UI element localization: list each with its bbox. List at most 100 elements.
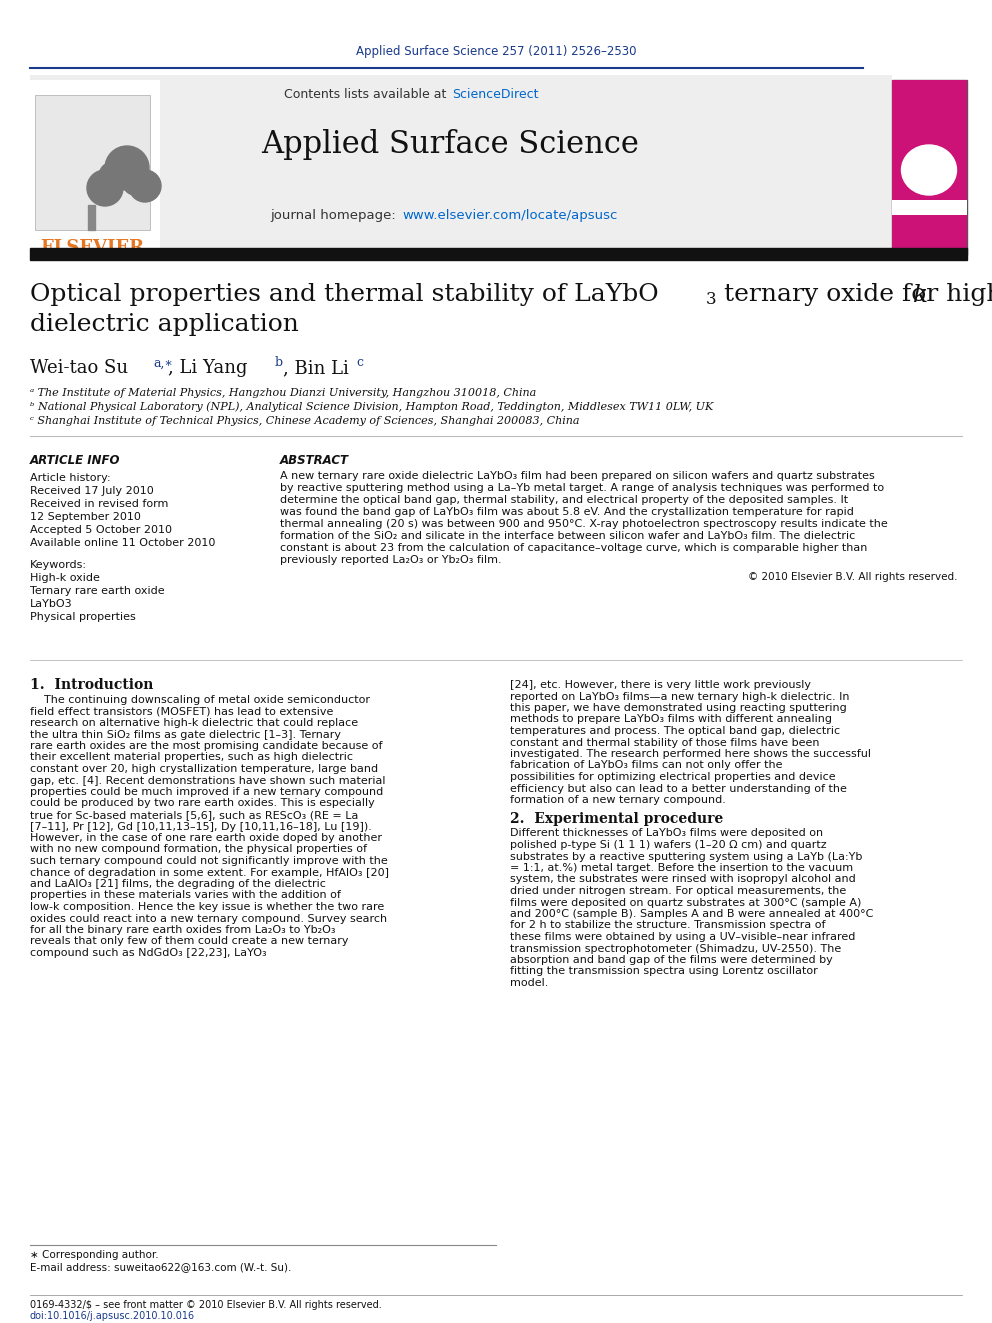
Text: applied: applied bbox=[913, 183, 945, 192]
Text: their excellent material properties, such as high dielectric: their excellent material properties, suc… bbox=[30, 753, 353, 762]
Text: , Bin Li: , Bin Li bbox=[283, 359, 349, 377]
Text: formation of the SiO₂ and silicate in the interface between silicon wafer and La: formation of the SiO₂ and silicate in th… bbox=[280, 531, 855, 541]
Text: Received in revised form: Received in revised form bbox=[30, 499, 169, 509]
Text: reported on LaYbO₃ films—a new ternary high-k dielectric. In: reported on LaYbO₃ films—a new ternary h… bbox=[510, 692, 849, 701]
Bar bbox=[88, 205, 95, 230]
Text: such ternary compound could not significantly improve with the: such ternary compound could not signific… bbox=[30, 856, 388, 867]
Text: The continuing downscaling of metal oxide semiconductor: The continuing downscaling of metal oxid… bbox=[30, 695, 370, 705]
Text: films were deposited on quartz substrates at 300°C (sample A): films were deposited on quartz substrate… bbox=[510, 897, 861, 908]
Text: temperatures and process. The optical band gap, dielectric: temperatures and process. The optical ba… bbox=[510, 726, 840, 736]
Text: journal homepage:: journal homepage: bbox=[270, 209, 400, 221]
Text: [24], etc. However, there is very little work previously: [24], etc. However, there is very little… bbox=[510, 680, 811, 691]
Text: substrates by a reactive sputtering system using a LaYb (La:Yb: substrates by a reactive sputtering syst… bbox=[510, 852, 862, 861]
Text: E-mail address: suweitao622@163.com (W.-t. Su).: E-mail address: suweitao622@163.com (W.-… bbox=[30, 1262, 292, 1271]
Text: Accepted 5 October 2010: Accepted 5 October 2010 bbox=[30, 525, 172, 534]
Text: dielectric application: dielectric application bbox=[30, 314, 299, 336]
Text: constant over 20, high crystallization temperature, large band: constant over 20, high crystallization t… bbox=[30, 763, 378, 774]
Text: Ternary rare earth oxide: Ternary rare earth oxide bbox=[30, 586, 165, 595]
Text: Keywords:: Keywords: bbox=[30, 560, 87, 570]
Text: ScienceDirect: ScienceDirect bbox=[452, 89, 539, 102]
Text: gap, etc. [4]. Recent demonstrations have shown such material: gap, etc. [4]. Recent demonstrations hav… bbox=[30, 775, 386, 786]
Text: [7–11], Pr [12], Gd [10,11,13–15], Dy [10,11,16–18], Lu [19]).: [7–11], Pr [12], Gd [10,11,13–15], Dy [1… bbox=[30, 822, 372, 831]
Ellipse shape bbox=[902, 146, 956, 194]
Text: a,∗: a,∗ bbox=[153, 356, 173, 369]
Text: by reactive sputtering method using a La–Yb metal target. A range of analysis te: by reactive sputtering method using a La… bbox=[280, 483, 884, 493]
Text: polished p-type Si (1 1 1) wafers (1–20 Ω cm) and quartz: polished p-type Si (1 1 1) wafers (1–20 … bbox=[510, 840, 826, 849]
Text: determine the optical band gap, thermal stability, and electrical property of th: determine the optical band gap, thermal … bbox=[280, 495, 848, 505]
Text: was found the band gap of LaYbO₃ film was about 5.8 eV. And the crystallization : was found the band gap of LaYbO₃ film wa… bbox=[280, 507, 854, 517]
Text: transmission spectrophotometer (Shimadzu, UV-2550). The: transmission spectrophotometer (Shimadzu… bbox=[510, 943, 841, 954]
Text: 1.  Introduction: 1. Introduction bbox=[30, 677, 154, 692]
Text: reveals that only few of them could create a new ternary: reveals that only few of them could crea… bbox=[30, 937, 348, 946]
Text: model.: model. bbox=[510, 978, 549, 988]
Text: Different thicknesses of LaYbO₃ films were deposited on: Different thicknesses of LaYbO₃ films we… bbox=[510, 828, 823, 839]
Text: possibilities for optimizing electrical properties and device: possibilities for optimizing electrical … bbox=[510, 773, 835, 782]
Text: b: b bbox=[275, 356, 283, 369]
Text: High-k oxide: High-k oxide bbox=[30, 573, 100, 583]
Text: formation of a new ternary compound.: formation of a new ternary compound. bbox=[510, 795, 726, 804]
Text: ternary oxide for high-: ternary oxide for high- bbox=[716, 283, 992, 307]
FancyBboxPatch shape bbox=[30, 79, 160, 255]
Text: compound such as NdGdO₃ [22,23], LaYO₃: compound such as NdGdO₃ [22,23], LaYO₃ bbox=[30, 949, 267, 958]
Text: However, in the case of one rare earth oxide doped by another: However, in the case of one rare earth o… bbox=[30, 833, 382, 843]
Text: ABSTRACT: ABSTRACT bbox=[280, 454, 349, 467]
Text: fitting the transmission spectra using Lorentz oscillator: fitting the transmission spectra using L… bbox=[510, 967, 817, 976]
Text: ᶜ Shanghai Institute of Technical Physics, Chinese Academy of Sciences, Shanghai: ᶜ Shanghai Institute of Technical Physic… bbox=[30, 415, 579, 426]
FancyBboxPatch shape bbox=[35, 95, 150, 230]
FancyBboxPatch shape bbox=[892, 79, 967, 169]
Text: A new ternary rare oxide dielectric LaYbO₃ film had been prepared on silicon waf: A new ternary rare oxide dielectric LaYb… bbox=[280, 471, 875, 482]
Text: 3: 3 bbox=[706, 291, 716, 308]
FancyBboxPatch shape bbox=[892, 79, 967, 255]
Text: previously reported La₂O₃ or Yb₂O₃ film.: previously reported La₂O₃ or Yb₂O₃ film. bbox=[280, 556, 502, 565]
Text: and 200°C (sample B). Samples A and B were annealed at 400°C: and 200°C (sample B). Samples A and B we… bbox=[510, 909, 873, 919]
Text: the ultra thin SiO₂ films as gate dielectric [1–3]. Ternary: the ultra thin SiO₂ films as gate dielec… bbox=[30, 729, 341, 740]
Text: these films were obtained by using a UV–visible–near infrared: these films were obtained by using a UV–… bbox=[510, 931, 855, 942]
Text: methods to prepare LaYbO₃ films with different annealing: methods to prepare LaYbO₃ films with dif… bbox=[510, 714, 832, 725]
Text: © 2010 Elsevier B.V. All rights reserved.: © 2010 Elsevier B.V. All rights reserved… bbox=[749, 572, 958, 582]
Text: low-k composition. Hence the key issue is whether the two rare: low-k composition. Hence the key issue i… bbox=[30, 902, 384, 912]
FancyBboxPatch shape bbox=[892, 169, 967, 255]
Text: 0169-4332/$ – see front matter © 2010 Elsevier B.V. All rights reserved.: 0169-4332/$ – see front matter © 2010 El… bbox=[30, 1301, 382, 1310]
Text: chance of degradation in some extent. For example, HfAlO₃ [20]: chance of degradation in some extent. Fo… bbox=[30, 868, 389, 877]
Text: dried under nitrogen stream. For optical measurements, the: dried under nitrogen stream. For optical… bbox=[510, 886, 846, 896]
Text: for 2 h to stabilize the structure. Transmission spectra of: for 2 h to stabilize the structure. Tran… bbox=[510, 921, 825, 930]
Text: = 1:1, at.%) metal target. Before the insertion to the vacuum: = 1:1, at.%) metal target. Before the in… bbox=[510, 863, 853, 873]
Text: c: c bbox=[356, 356, 363, 369]
Text: properties in these materials varies with the addition of: properties in these materials varies wit… bbox=[30, 890, 341, 901]
Circle shape bbox=[87, 169, 123, 206]
Text: k: k bbox=[913, 283, 929, 307]
Text: 2.  Experimental procedure: 2. Experimental procedure bbox=[510, 812, 723, 827]
Text: ᵃ The Institute of Material Physics, Hangzhou Dianzi University, Hangzhou 310018: ᵃ The Institute of Material Physics, Han… bbox=[30, 388, 537, 398]
Circle shape bbox=[99, 161, 127, 191]
Text: Applied Surface Science: Applied Surface Science bbox=[261, 130, 639, 160]
Text: research on alternative high-k dielectric that could replace: research on alternative high-k dielectri… bbox=[30, 718, 358, 728]
Text: ARTICLE INFO: ARTICLE INFO bbox=[30, 454, 120, 467]
Circle shape bbox=[105, 146, 149, 191]
Text: system, the substrates were rinsed with isopropyl alcohol and: system, the substrates were rinsed with … bbox=[510, 875, 856, 885]
Text: could be produced by two rare earth oxides. This is especially: could be produced by two rare earth oxid… bbox=[30, 799, 375, 808]
Text: thermal annealing (20 s) was between 900 and 950°C. X-ray photoelectron spectros: thermal annealing (20 s) was between 900… bbox=[280, 519, 888, 529]
Text: constant and thermal stability of those films have been: constant and thermal stability of those … bbox=[510, 737, 819, 747]
Text: true for Sc-based materials [5,6], such as REScO₃ (RE = La: true for Sc-based materials [5,6], such … bbox=[30, 810, 358, 820]
FancyBboxPatch shape bbox=[30, 75, 892, 250]
Text: absorption and band gap of the films were determined by: absorption and band gap of the films wer… bbox=[510, 955, 832, 964]
Text: this paper, we have demonstrated using reacting sputtering: this paper, we have demonstrated using r… bbox=[510, 703, 847, 713]
FancyBboxPatch shape bbox=[892, 200, 967, 216]
Text: LaYbO3: LaYbO3 bbox=[30, 599, 72, 609]
Text: 12 September 2010: 12 September 2010 bbox=[30, 512, 141, 523]
Text: , Li Yang: , Li Yang bbox=[168, 359, 247, 377]
Text: Optical properties and thermal stability of LaYbO: Optical properties and thermal stability… bbox=[30, 283, 659, 307]
Text: doi:10.1016/j.apsusc.2010.10.016: doi:10.1016/j.apsusc.2010.10.016 bbox=[30, 1311, 195, 1320]
Text: www.elsevier.com/locate/apsusc: www.elsevier.com/locate/apsusc bbox=[402, 209, 617, 221]
Text: Physical properties: Physical properties bbox=[30, 613, 136, 622]
Text: Wei-tao Su: Wei-tao Su bbox=[30, 359, 128, 377]
Circle shape bbox=[129, 169, 161, 202]
Text: with no new compound formation, the physical properties of: with no new compound formation, the phys… bbox=[30, 844, 367, 855]
Text: Received 17 July 2010: Received 17 July 2010 bbox=[30, 486, 154, 496]
Bar bbox=[30, 247, 967, 261]
Text: and LaAlO₃ [21] films, the degrading of the dielectric: and LaAlO₃ [21] films, the degrading of … bbox=[30, 878, 326, 889]
Text: efficiency but also can lead to a better understanding of the: efficiency but also can lead to a better… bbox=[510, 783, 847, 794]
Circle shape bbox=[123, 171, 147, 194]
Text: properties could be much improved if a new ternary compound: properties could be much improved if a n… bbox=[30, 787, 383, 796]
Text: Contents lists available at: Contents lists available at bbox=[284, 89, 450, 102]
